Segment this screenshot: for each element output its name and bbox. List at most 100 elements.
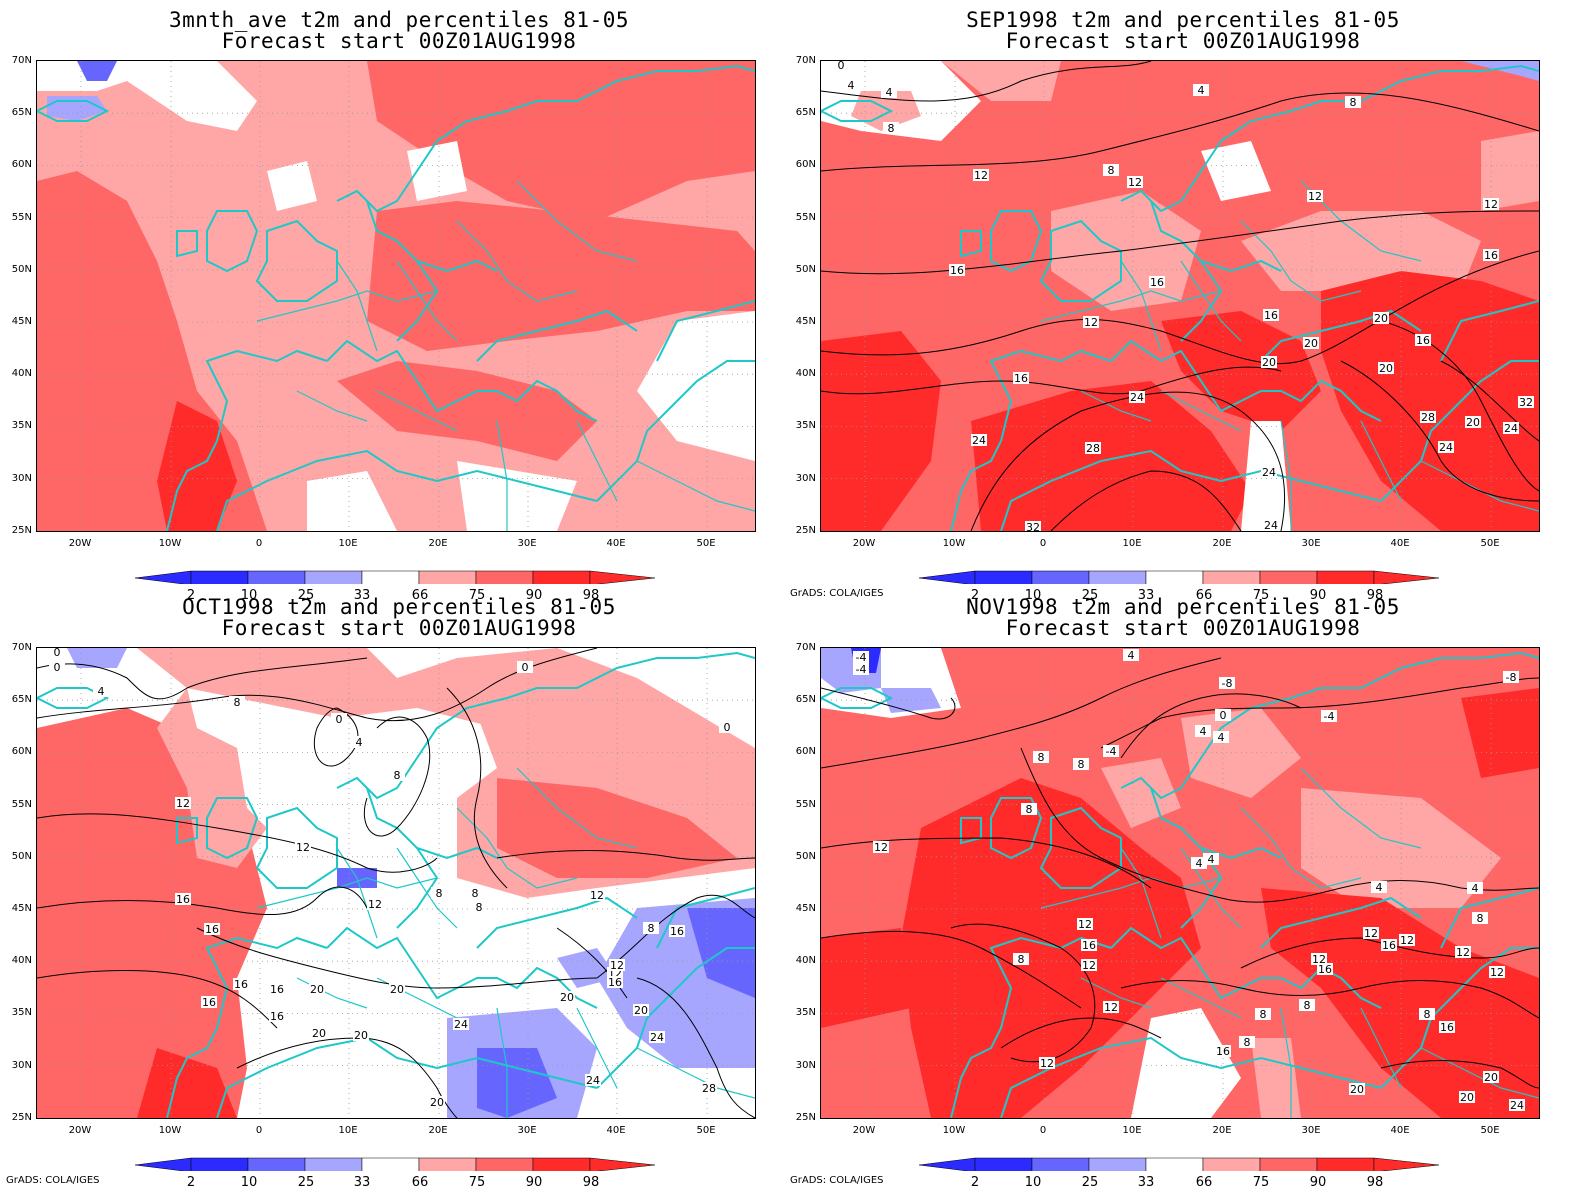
- temperature-contour: [37, 648, 598, 722]
- contour-label: 8: [1255, 1008, 1271, 1021]
- contour-label: 20: [429, 1096, 445, 1109]
- temperature-contour: [950, 923, 1096, 1063]
- svg-text:12: 12: [1082, 959, 1096, 972]
- temperature-contour: [1340, 360, 1539, 502]
- percentile-shading: [1241, 211, 1481, 291]
- svg-text:12: 12: [1308, 190, 1322, 203]
- contour-label: 4: [881, 86, 897, 99]
- colorbar-label: 66: [1195, 1175, 1213, 1190]
- svg-text:24: 24: [1504, 422, 1518, 435]
- svg-text:12: 12: [1078, 918, 1092, 931]
- temperature-contour: [37, 970, 278, 1029]
- latitude-label: 60N: [11, 746, 32, 758]
- temperature-contour: [37, 886, 368, 915]
- latitude-label: 65N: [11, 107, 32, 119]
- contour-label: 12: [589, 889, 605, 902]
- svg-text:16: 16: [270, 1010, 284, 1023]
- coastline: [166, 936, 328, 1118]
- contour-label: -8: [1503, 671, 1519, 684]
- svg-text:28: 28: [1086, 442, 1100, 455]
- contour-label: -4: [1103, 745, 1119, 758]
- latitude-label: 35N: [11, 420, 32, 432]
- longitude-label: 10W: [158, 1125, 182, 1136]
- longitude-label: 20W: [852, 538, 876, 549]
- temperature-contour: [313, 707, 359, 767]
- latitude-label: 35N: [11, 1007, 32, 1019]
- coastline: [656, 887, 755, 949]
- svg-text:12: 12: [1312, 953, 1326, 966]
- contour-label: 4: [1213, 731, 1229, 744]
- country-border: [516, 767, 638, 849]
- longitude-label: 50E: [696, 1125, 716, 1136]
- contour-label: 4: [1195, 725, 1211, 738]
- contour-label: 4: [1467, 882, 1483, 895]
- colorbar-segment: [475, 1157, 534, 1171]
- coastline: [950, 936, 1112, 1118]
- country-border: [1360, 420, 1402, 502]
- coastline: [255, 806, 338, 889]
- svg-text:12: 12: [1104, 1001, 1118, 1014]
- svg-text:28: 28: [702, 1082, 716, 1095]
- colorbar-label: 33: [1137, 588, 1155, 603]
- latitude-label: 55N: [795, 211, 816, 223]
- country-border: [1280, 1007, 1292, 1118]
- map-area: -4 -4 4 -8 4 0 -4 -4 4 8 8 8 12 4 -8 12 4 12 16 8 16 12 8 12 12 8…: [820, 647, 1540, 1119]
- contour-label: 8: [1239, 1036, 1255, 1049]
- coastline: [990, 797, 1043, 860]
- percentile-shading: [971, 381, 1251, 531]
- colorbar-segment: [1316, 1157, 1375, 1171]
- percentile-shading: [1261, 888, 1539, 1118]
- colorbar-label: 98: [1366, 1175, 1384, 1190]
- svg-text:12: 12: [974, 169, 988, 182]
- panel-3month-average: 3mnth_ave t2m and percentiles 81-05 Forec…: [0, 0, 798, 603]
- svg-text:16: 16: [1484, 249, 1498, 262]
- svg-text:16: 16: [1216, 1045, 1230, 1058]
- colorbar: [135, 570, 655, 584]
- percentile-shading: [1481, 131, 1539, 211]
- country-border: [396, 847, 458, 929]
- latitude-label: 70N: [11, 642, 32, 653]
- contour-label: 16: [233, 978, 249, 991]
- contour-label: 24: [453, 1018, 469, 1031]
- latitude-label: 35N: [795, 420, 816, 432]
- percentile-shading: [77, 61, 117, 81]
- country-border: [376, 390, 458, 432]
- temperature-contour: [556, 927, 628, 999]
- svg-text:8: 8: [1038, 751, 1045, 764]
- svg-text:12: 12: [610, 959, 624, 972]
- colorbar-segment: [361, 1157, 420, 1171]
- svg-text:24: 24: [454, 1018, 468, 1031]
- svg-text:0: 0: [1220, 709, 1227, 722]
- colorbar-segment: [1145, 570, 1204, 584]
- svg-text:0: 0: [336, 713, 343, 726]
- svg-text:24: 24: [586, 1074, 600, 1087]
- colorbar-arrow-high: [589, 1157, 655, 1171]
- svg-text:16: 16: [670, 925, 684, 938]
- longitude-label: 30E: [517, 1125, 537, 1136]
- colorbar-segment: [1316, 570, 1375, 584]
- svg-text:8: 8: [476, 901, 483, 914]
- contour-label: 16: [1317, 963, 1333, 976]
- colorbar-segment: [1031, 570, 1090, 584]
- colorbar-label: 25: [1081, 588, 1099, 603]
- colorbar-segment: [418, 570, 477, 584]
- coastline: [326, 339, 598, 422]
- svg-text:20: 20: [1379, 362, 1393, 375]
- svg-text:12: 12: [590, 889, 604, 902]
- contour-label: 8: [1021, 803, 1037, 816]
- coastline: [1440, 300, 1539, 362]
- latitude-label: 25N: [795, 1111, 816, 1123]
- temperature-contour: [1000, 1017, 1162, 1049]
- percentile-shading: [557, 948, 617, 988]
- coastline: [960, 230, 982, 258]
- latitude-label: 55N: [11, 211, 32, 223]
- temperature-contour: [236, 1037, 458, 1118]
- svg-text:24: 24: [972, 434, 986, 447]
- temperature-contour: [1440, 360, 1539, 442]
- svg-text:4: 4: [1128, 649, 1135, 662]
- contour-label: 12: [873, 841, 889, 854]
- contour-label: 20: [1261, 356, 1277, 369]
- colorbar-arrow-low: [135, 570, 192, 584]
- country-border: [1040, 290, 1222, 322]
- latitude-label: 40N: [795, 955, 816, 967]
